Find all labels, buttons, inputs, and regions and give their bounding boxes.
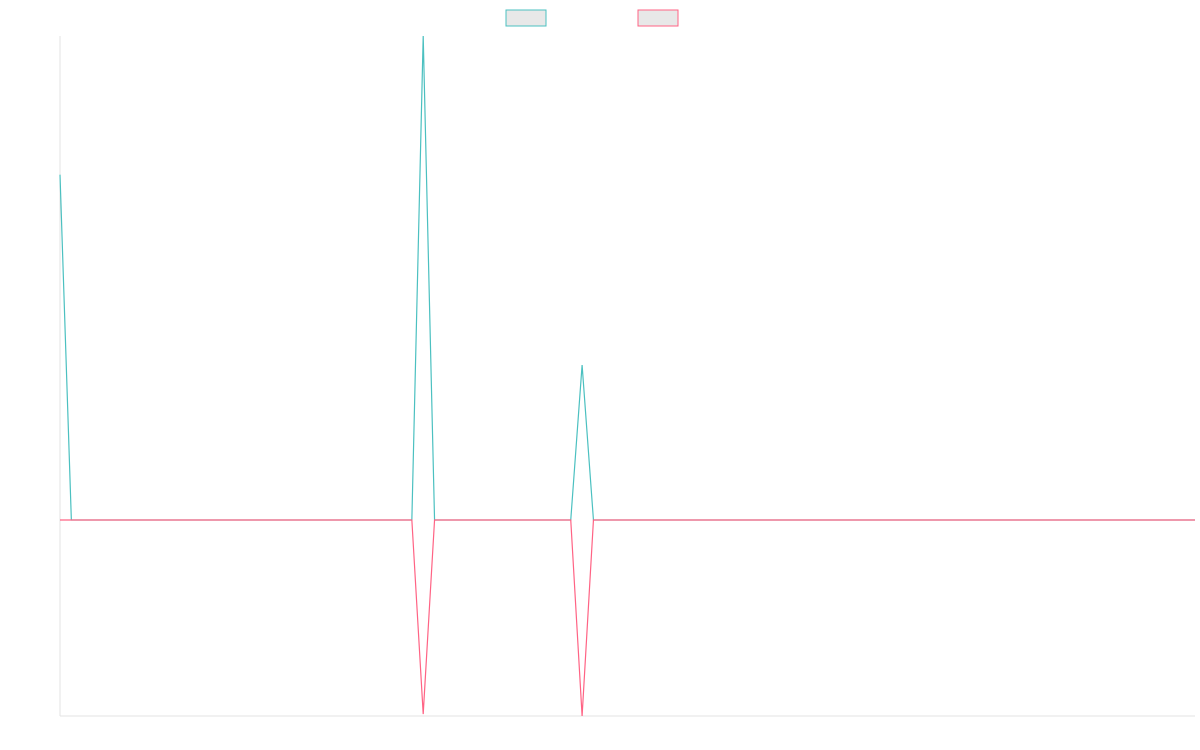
legend-swatch-1[interactable] (505, 9, 547, 27)
series-layer (59, 35, 1195, 717)
series-line-1 (59, 35, 1195, 521)
legend-swatch-2[interactable] (637, 9, 679, 27)
series-line-2 (60, 519, 1195, 717)
legend (505, 9, 679, 27)
